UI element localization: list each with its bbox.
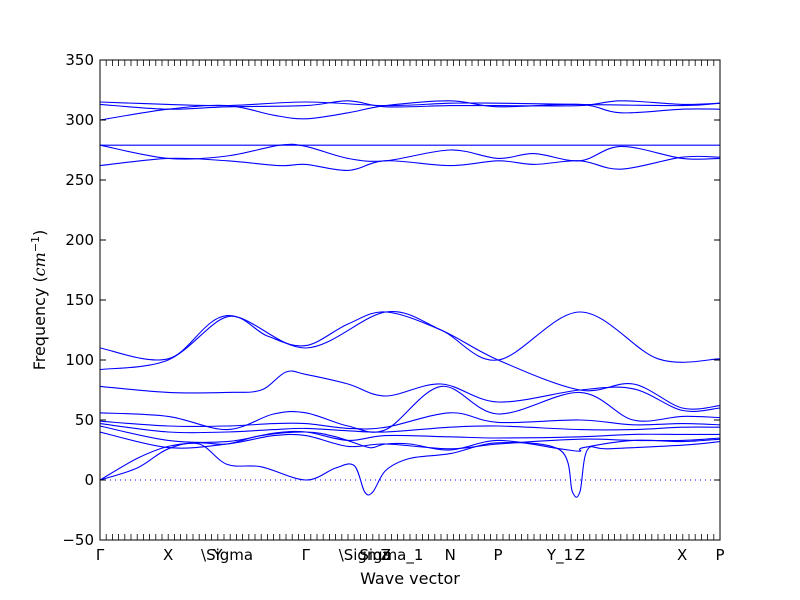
x-tick-label: X xyxy=(163,546,173,564)
x-tick-label: Sigma_1 xyxy=(359,546,423,565)
x-tick-label: Z xyxy=(381,546,391,564)
band-line-1 xyxy=(100,101,720,107)
y-axis-label-close: ) xyxy=(30,230,49,236)
y-tick-label: 150 xyxy=(65,291,94,309)
band-line-16 xyxy=(100,441,720,498)
y-axis-label-exponent: −1 xyxy=(29,236,42,252)
band-line-3 xyxy=(100,100,720,121)
band-line-15 xyxy=(100,431,720,481)
axis-ticks xyxy=(100,59,720,541)
y-axis-label-text: Frequency ( xyxy=(30,276,49,370)
band-line-2 xyxy=(100,100,720,110)
x-tick-label: Γ xyxy=(302,546,311,564)
band-line-11 xyxy=(100,412,720,430)
y-tick-label: 100 xyxy=(65,351,94,369)
x-tick-label: Z xyxy=(575,546,585,564)
band-line-5 xyxy=(100,143,720,162)
y-tick-label: 0 xyxy=(84,471,94,489)
x-tick-label: \Sigma xyxy=(201,546,253,564)
y-tick-label: 300 xyxy=(65,111,94,129)
y-tick-label: 200 xyxy=(65,231,94,249)
band-line-7 xyxy=(100,311,720,363)
plot-area xyxy=(100,100,720,498)
band-line-13 xyxy=(100,425,720,443)
x-axis-label: Wave vector xyxy=(360,569,460,588)
y-tick-labels: −50 0 50 100 150 200 250 300 350 xyxy=(62,51,94,549)
band-line-6 xyxy=(100,155,720,171)
y-tick-label: −50 xyxy=(62,531,94,549)
band-line-8 xyxy=(100,311,720,410)
y-tick-label: 50 xyxy=(75,411,94,429)
y-tick-label: 350 xyxy=(65,51,94,69)
band-line-9 xyxy=(100,370,720,412)
x-tick-label: P xyxy=(494,546,503,564)
band-line-12 xyxy=(100,423,720,434)
x-tick-label: Y_1 xyxy=(546,546,573,565)
y-tick-label: 250 xyxy=(65,171,94,189)
x-tick-label: \Sigma xyxy=(339,546,391,564)
x-tick-label: P xyxy=(715,546,724,564)
plot-frame xyxy=(99,59,721,541)
x-tick-label: Y xyxy=(212,546,223,564)
x-tick-label: Γ xyxy=(96,546,105,564)
y-axis-label-unit: cm xyxy=(30,252,49,276)
x-tick-label: N xyxy=(445,546,456,564)
x-tick-label: X xyxy=(677,546,687,564)
y-axis-label: Frequency (cm−1) xyxy=(29,230,49,371)
